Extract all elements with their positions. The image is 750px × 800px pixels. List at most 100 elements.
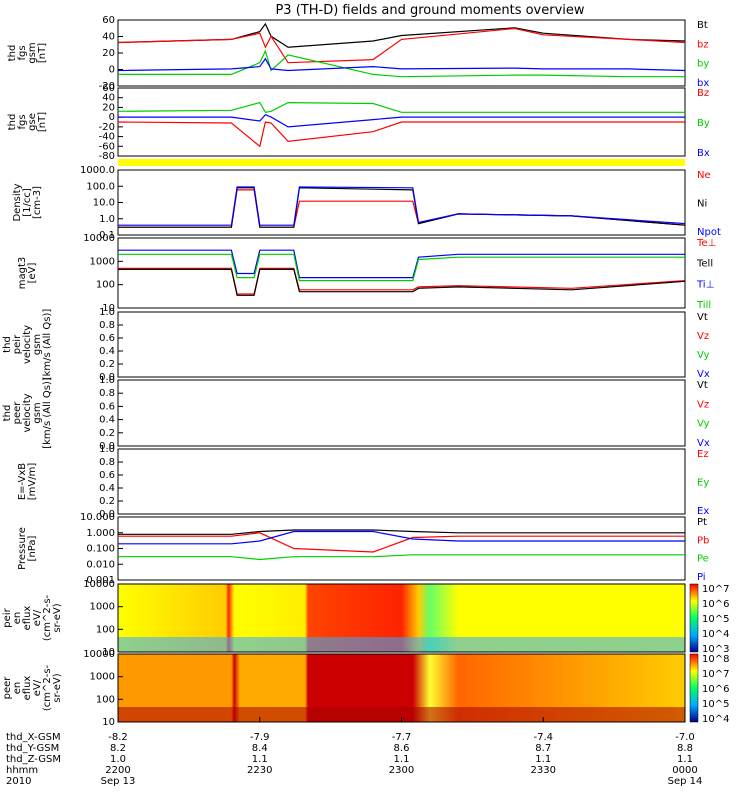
series-line-ni: [118, 187, 686, 228]
colorbar-label: 10^4: [702, 714, 729, 725]
ytick-label: -40: [99, 132, 115, 143]
legend-entry: Pb: [697, 535, 709, 546]
footer-row-label: thd_Z-GSM: [6, 754, 61, 765]
ytick-label: 0.1: [99, 230, 115, 241]
ytick-label: 1.0: [99, 444, 115, 455]
ytick-label: 10.0: [93, 198, 115, 209]
legend-entry: Vz: [697, 331, 709, 342]
legend-entry: Pt: [697, 517, 707, 528]
colorbar-label: 10^7: [702, 584, 729, 595]
plot-title: P3 (TH-D) fields and ground moments over…: [275, 3, 584, 18]
ylabel-line: [km/s (All Qs)]: [42, 309, 53, 381]
legend-entry: Ti⊥: [696, 279, 714, 290]
ylabel-line: thd: [0, 610, 3, 627]
footer-row-label: hhmm: [6, 765, 38, 776]
series-group: [117, 101, 685, 148]
ytick-label: -60: [99, 141, 115, 152]
ylabel-line: sr-eV): [52, 603, 63, 632]
legend-entry: Te⊥: [696, 238, 716, 249]
footer-y-value: 8.4: [252, 743, 268, 754]
legend-entry: Ex: [697, 506, 709, 517]
series-line-pi: [118, 530, 685, 545]
colorbar-label: 10^8: [702, 654, 729, 665]
legend-entry: Pi: [697, 572, 706, 583]
ytick-label: 0.8: [99, 320, 115, 331]
ytick-label: 10: [102, 303, 115, 314]
ylabel-line: peer: [12, 401, 23, 425]
ylabel-line: peir: [2, 607, 13, 627]
ylabel-line: Pressure: [17, 527, 28, 570]
ylabel-line: [km/s (All Qs)]: [42, 377, 53, 449]
series-line-pe: [118, 554, 685, 561]
ytick-label: 1000: [90, 602, 115, 613]
legend-entry: by: [697, 59, 709, 70]
legend-entry: bz: [697, 39, 709, 50]
legend-entry: Ni: [697, 199, 707, 210]
ylabel-line: eflux: [22, 676, 33, 701]
ylabel-line: peer: [2, 676, 13, 700]
ytick-label: 0.2: [99, 496, 115, 507]
ytick-label: 0.6: [99, 470, 115, 481]
ytick-label: 1000: [90, 256, 115, 267]
legend-entry: Bx: [697, 148, 710, 159]
footer-z-value: 1.1: [394, 754, 410, 765]
legend-entry: Ez: [697, 449, 709, 460]
ytick-label: 10000: [83, 233, 115, 244]
ytick-label: 1000: [90, 672, 115, 683]
ylabel-line: [nT]: [37, 43, 48, 63]
series-line-bz: [117, 27, 686, 64]
series-group: [117, 22, 686, 78]
ylabel-line: (cm^2-s-: [42, 664, 53, 711]
footer-z-value: 1.1: [677, 754, 693, 765]
series-group: [118, 186, 686, 228]
panel-pee_vel: 1.0 0.8 0.6 0.4 0.2 0.0 thd peer velocity gsm [km/…: [2, 375, 710, 452]
footer-time-value: 0000: [672, 765, 697, 776]
spectrogram-low-band: [118, 637, 685, 652]
colorbar-label: 10^7: [702, 669, 729, 680]
ytick-label: 0.2: [99, 359, 115, 370]
ylabel-line: gsm: [32, 334, 43, 355]
ytick-label: 0.4: [99, 346, 115, 357]
ytick-label: 0.8: [99, 388, 115, 399]
ytick-label: 40: [102, 93, 115, 104]
ylabel-line: Density: [12, 183, 23, 221]
legend-entry: bx: [697, 78, 709, 89]
footer-z-value: 1.1: [535, 754, 551, 765]
footer-row-label: thd_Y-GSM: [6, 743, 59, 754]
ylabel-line: sr-eV): [52, 673, 63, 702]
colorbar-label: 10^3: [702, 644, 729, 655]
series-line-tell: [118, 268, 686, 296]
series-line-bt: [117, 22, 686, 48]
ytick-label: 1000.0: [80, 165, 115, 176]
colorbar: [689, 583, 699, 653]
ytick-label: 0.4: [99, 415, 115, 426]
footer-time-value: 2230: [247, 765, 272, 776]
series-line-ne: [118, 189, 686, 228]
ylabel-line: en: [12, 612, 23, 625]
ytick-label: 0.6: [99, 401, 115, 412]
legend-entry: Vy: [697, 350, 710, 361]
ytick-label: 1.0: [99, 375, 115, 386]
legend-entry: Bz: [697, 88, 709, 99]
ylabel-line: gse: [27, 113, 38, 131]
ytick-label: 10.000: [80, 512, 115, 523]
footer-row-label: 2010: [6, 776, 31, 787]
series-line-ti: [118, 249, 685, 279]
legend-entry: Tell: [696, 259, 713, 270]
series-line-pb: [118, 532, 685, 553]
ylabel-line: [nPa]: [27, 535, 38, 561]
ytick-label: 10: [102, 717, 115, 728]
panel-frame: [117, 379, 686, 447]
ylabel-line: thd: [2, 405, 13, 422]
footer-x-value: -7.9: [250, 732, 270, 743]
series-line-bx: [118, 113, 685, 128]
ytick-label: 100: [96, 624, 115, 635]
ylabel-line: eV/: [32, 679, 43, 696]
ylabel-line: thd: [2, 336, 13, 353]
ytick-label: 0.6: [99, 333, 115, 344]
ylabel-line: velocity: [22, 325, 33, 364]
footer-x-value: -8.2: [108, 732, 128, 743]
footer-z-value: 1.0: [110, 754, 126, 765]
ytick-label: 0.0: [99, 509, 115, 520]
